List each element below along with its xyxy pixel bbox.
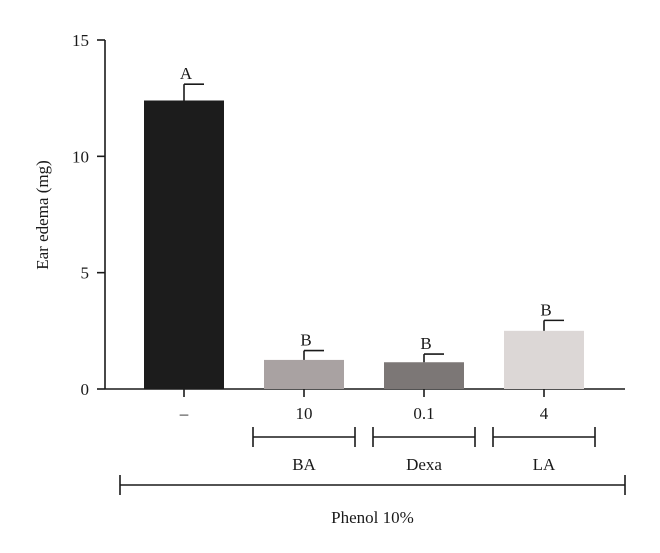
x-tick-label: – [179, 404, 189, 423]
significance-label: B [420, 334, 431, 353]
x-tick-label: 0.1 [413, 404, 434, 423]
bar [264, 359, 344, 389]
significance-label: B [300, 331, 311, 350]
significance-label: B [540, 300, 551, 319]
bar [384, 362, 464, 389]
bar [144, 100, 224, 389]
x-tick-label: 4 [540, 404, 549, 423]
group-label: Dexa [406, 455, 442, 474]
bar [504, 330, 584, 389]
x-tick-label: 10 [296, 404, 313, 423]
group-label: LA [533, 455, 556, 474]
overall-group-label: Phenol 10% [331, 508, 414, 527]
y-tick-label: 10 [72, 147, 89, 166]
group-label: BA [292, 455, 316, 474]
y-tick-label: 15 [72, 31, 89, 50]
significance-label: A [180, 64, 193, 83]
y-axis-label: Ear edema (mg) [33, 160, 52, 270]
y-tick-label: 0 [81, 380, 90, 399]
y-tick-label: 5 [81, 264, 90, 283]
